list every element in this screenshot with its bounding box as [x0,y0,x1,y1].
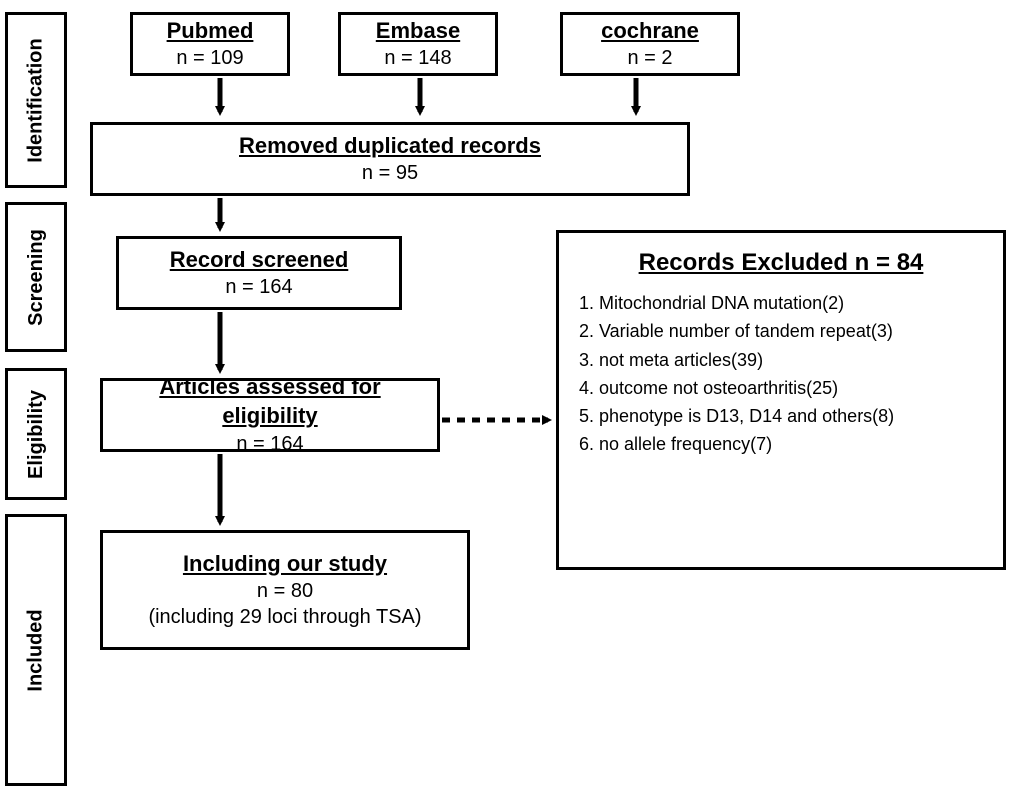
box-duplicates-title: Removed duplicated records [239,132,541,161]
source-cochrane-count: n = 2 [627,45,672,71]
box-included-title: Including our study [183,550,387,579]
box-duplicates: Removed duplicated records n = 95 [90,122,690,196]
stage-included: Included [5,514,67,786]
box-eligibility: Articles assessed for eligibility n = 16… [100,378,440,452]
source-cochrane: cochrane n = 2 [560,12,740,76]
box-screened-title: Record screened [170,246,349,275]
source-embase-title: Embase [376,17,460,46]
box-included-count: n = 80 [257,578,313,604]
box-duplicates-count: n = 95 [362,160,418,186]
box-screened-count: n = 164 [225,274,292,300]
box-screened: Record screened n = 164 [116,236,402,310]
source-embase: Embase n = 148 [338,12,498,76]
stage-identification-label: Identification [25,38,48,162]
stage-screening-label: Screening [25,229,48,326]
stage-included-label: Included [25,609,48,691]
source-pubmed-title: Pubmed [167,17,254,46]
exclusion-item: Mitochondrial DNA mutation(2) [599,291,894,315]
box-included: Including our study n = 80 (including 29… [100,530,470,650]
box-exclusion: Records Excluded n = 84 Mitochondrial DN… [556,230,1006,570]
exclusion-item: Variable number of tandem repeat(3) [599,319,894,343]
box-eligibility-title: Articles assessed for eligibility [113,373,427,430]
exclusion-item: no allele frequency(7) [599,432,894,456]
exclusion-list: Mitochondrial DNA mutation(2) Variable n… [573,287,894,461]
exclusion-item: phenotype is D13, D14 and others(8) [599,404,894,428]
exclusion-item: not meta articles(39) [599,348,894,372]
source-pubmed-count: n = 109 [176,45,243,71]
box-eligibility-count: n = 164 [236,431,303,457]
stage-eligibility: Eligibility [5,368,67,500]
box-included-subtitle: (including 29 loci through TSA) [148,604,421,630]
source-pubmed: Pubmed n = 109 [130,12,290,76]
exclusion-title: Records Excluded n = 84 [573,249,989,277]
source-embase-count: n = 148 [384,45,451,71]
stage-identification: Identification [5,12,67,188]
stage-eligibility-label: Eligibility [25,390,48,479]
exclusion-item: outcome not osteoarthritis(25) [599,376,894,400]
source-cochrane-title: cochrane [601,17,699,46]
stage-screening: Screening [5,202,67,352]
